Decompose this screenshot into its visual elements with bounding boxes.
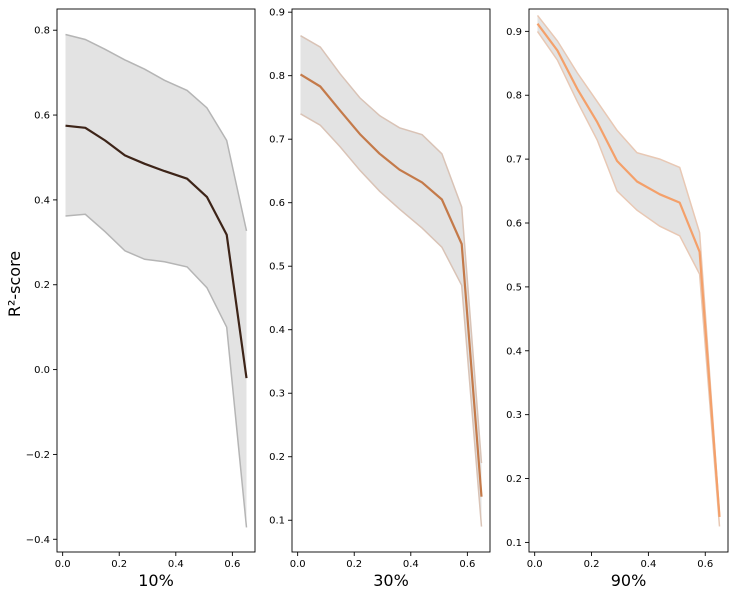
y-tick-label-90pct: 0.3: [506, 410, 522, 421]
plot-frame-90pct: [528, 8, 729, 553]
x-axis-label-90pct: 90%: [611, 571, 647, 590]
y-tick-label-10pct: 0.8: [34, 26, 50, 37]
x-tick-label-90pct: 0.0: [527, 559, 543, 570]
y-tick-label-30pct: 0.2: [269, 452, 285, 463]
y-tick-label-90pct: 0.9: [506, 27, 522, 38]
band-lower-edge-30pct: [300, 113, 483, 527]
x-tick-label-10pct: 0.4: [168, 559, 184, 570]
subplot-90pct: 0.0 0.2 0.4 0.6 0.1 0.2 0.3 0.4 0.5 0.6 0.7 0.8 0.9 9…: [506, 8, 729, 590]
y-tick-label-90pct: 0.2: [506, 474, 522, 485]
y-tick-label-10pct: −0.4: [26, 535, 50, 546]
y-tick-label-10pct: 0.4: [34, 195, 50, 206]
plot-frame-30pct: [291, 8, 491, 553]
x-tick-label-90pct: 0.2: [584, 559, 600, 570]
x-tick-label-10pct: 0.6: [224, 559, 240, 570]
confidence-band-30pct: [300, 35, 482, 527]
x-axis-label-10pct: 10%: [138, 571, 174, 590]
band-upper-edge-30pct: [300, 35, 483, 464]
y-tick-label-30pct: 0.3: [269, 389, 285, 400]
y-tick-label-90pct: 0.4: [506, 346, 522, 357]
plot-frame-10pct: [56, 8, 256, 553]
y-tick-label-90pct: 0.6: [506, 219, 522, 230]
x-tick-label-30pct: 0.6: [459, 559, 475, 570]
x-tick-label-10pct: 0.0: [55, 559, 71, 570]
y-tick-label-30pct: 0.4: [269, 325, 285, 336]
y-tick-label-10pct: 0.0: [34, 365, 50, 376]
mean-line-90pct: [536, 23, 721, 517]
band-lower-edge-90pct: [536, 30, 721, 527]
x-tick-label-90pct: 0.4: [640, 559, 656, 570]
band-upper-edge-10pct: [65, 33, 248, 232]
y-tick-label-30pct: 0.9: [269, 8, 285, 19]
x-tick-label-30pct: 0.2: [346, 559, 362, 570]
y-tick-label-10pct: 0.6: [34, 111, 50, 122]
y-tick-label-30pct: 0.6: [269, 198, 285, 209]
confidence-band-10pct: [65, 34, 247, 528]
y-tick-label-10pct: 0.2: [34, 280, 50, 291]
x-tick-label-90pct: 0.6: [697, 559, 713, 570]
x-tick-label-30pct: 0.0: [290, 559, 306, 570]
subplot-30pct: 0.0 0.2 0.4 0.6 0.1 0.2 0.3 0.4 0.5 0.6 0.7 0.8 0.9 3…: [269, 8, 491, 590]
band-upper-edge-90pct: [536, 14, 721, 514]
y-tick-label-90pct: 0.1: [506, 538, 522, 549]
subplot-10pct: 0.0 0.2 0.4 0.6 −0.4 −0.2 0.0 0.2 0.4 0.6 0.8 10%: [26, 8, 256, 590]
y-tick-label-90pct: 0.5: [506, 282, 522, 293]
y-tick-label-30pct: 0.5: [269, 262, 285, 273]
y-axis-label: R²-score: [5, 251, 24, 317]
x-tick-label-30pct: 0.4: [403, 559, 419, 570]
subplots: 0.0 0.2 0.4 0.6−0.4−0.20.00.20.40.60.810%0.…: [26, 8, 729, 590]
mean-line-30pct: [299, 73, 483, 497]
y-tick-label-30pct: 0.8: [269, 71, 285, 82]
x-tick-label-10pct: 0.2: [111, 559, 127, 570]
y-tick-label-90pct: 0.7: [506, 155, 522, 166]
x-axis-label-30pct: 30%: [373, 571, 409, 590]
y-tick-label-30pct: 0.1: [269, 516, 285, 527]
y-tick-label-90pct: 0.8: [506, 91, 522, 102]
band-lower-edge-10pct: [65, 213, 248, 528]
y-tick-label-30pct: 0.7: [269, 135, 285, 146]
y-tick-label-10pct: −0.2: [26, 450, 50, 461]
mean-line-10pct: [65, 124, 248, 379]
